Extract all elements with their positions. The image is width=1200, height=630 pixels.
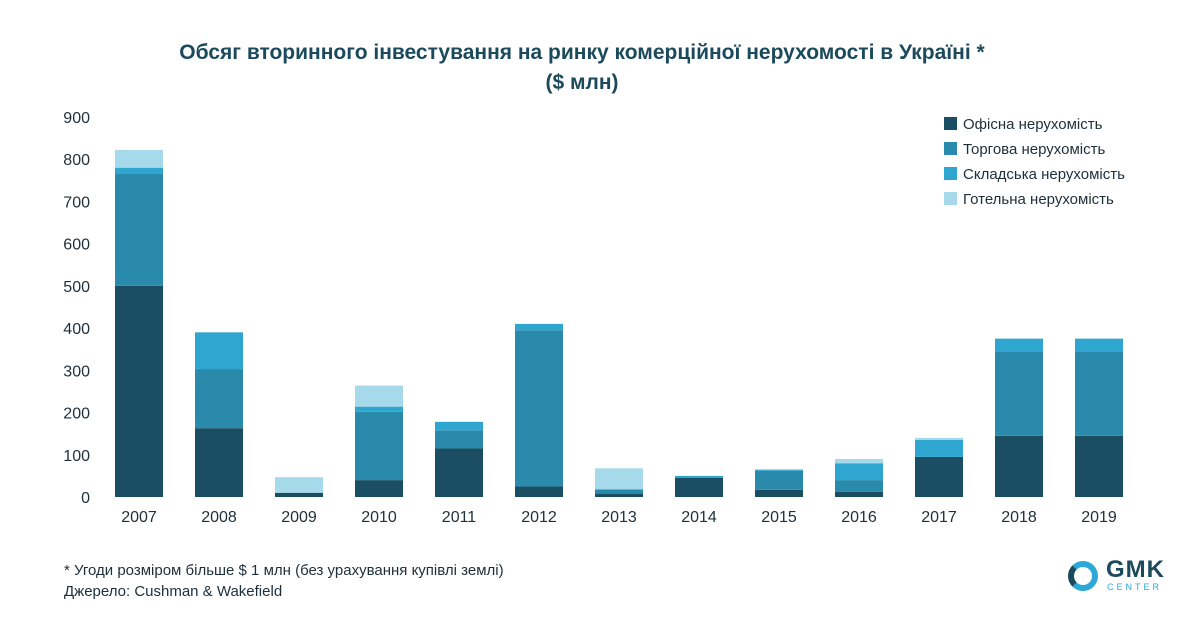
bar-segment-2012-s1 xyxy=(515,330,563,487)
bar-segment-2018-s0 xyxy=(995,435,1043,497)
bar-segment-2016-s2 xyxy=(835,463,883,481)
x-tick-label: 2016 xyxy=(841,509,877,526)
y-tick-label: 700 xyxy=(63,194,90,211)
x-tick-label: 2018 xyxy=(1001,509,1037,526)
legend-label: Офісна нерухомість xyxy=(963,116,1103,133)
bar-segment-2007-s2 xyxy=(115,167,163,174)
chart-title: Обсяг вторинного інвестування на ринку к… xyxy=(0,38,1164,98)
x-tick-label: 2009 xyxy=(281,509,317,526)
bar-segment-2016-s0 xyxy=(835,491,883,497)
x-tick-label: 2012 xyxy=(521,509,557,526)
y-tick-label: 500 xyxy=(63,279,90,296)
bar-segment-2016-s3 xyxy=(835,459,883,464)
chart-title-line2: ($ млн) xyxy=(545,71,619,94)
bar-segment-2008-s2 xyxy=(195,332,243,370)
x-tick-label: 2019 xyxy=(1081,509,1117,526)
legend-label: Готельна нерухомість xyxy=(963,191,1114,208)
y-tick-label: 0 xyxy=(81,490,90,507)
y-tick-label: 100 xyxy=(63,448,90,465)
bar-segment-2009-s3 xyxy=(275,477,323,493)
bar-segment-2007-s3 xyxy=(115,149,163,168)
bar-segment-2011-s1 xyxy=(435,430,483,449)
bar-segment-2012-s2 xyxy=(515,323,563,331)
chart-title-line1: Обсяг вторинного інвестування на ринку к… xyxy=(179,41,985,64)
bar-segment-2011-s0 xyxy=(435,448,483,497)
bar-segment-2007-s1 xyxy=(115,174,163,286)
legend-label: Складська нерухомість xyxy=(963,166,1125,183)
bar-segment-2013-s1 xyxy=(595,489,643,494)
gmk-center-logo: GMK CENTER xyxy=(1068,556,1178,596)
bar-segment-2015-s2 xyxy=(755,469,803,471)
x-tick-label: 2017 xyxy=(921,509,957,526)
bar-segment-2013-s3 xyxy=(595,468,643,490)
bar-segment-2019-s0 xyxy=(1075,435,1123,497)
x-tick-label: 2011 xyxy=(442,509,477,526)
bar-segment-2008-s0 xyxy=(195,428,243,497)
bar-segment-2017-s3 xyxy=(915,437,963,440)
stacked-bar-chart: 0 100 200 300 400 500 600 700 800 900 2007 2008 2009… xyxy=(63,110,1125,526)
legend-swatch xyxy=(944,192,957,205)
bar-segment-2010-s3 xyxy=(355,385,403,407)
x-tick-label: 2015 xyxy=(761,509,797,526)
x-tick-label: 2010 xyxy=(361,509,397,526)
bar-segment-2015-s1 xyxy=(755,470,803,490)
footnote: * Угоди розміром більше $ 1 млн (без ура… xyxy=(64,560,504,602)
legend-swatch xyxy=(944,167,957,180)
y-tick-label: 900 xyxy=(63,110,90,127)
bar-segment-2018-s1 xyxy=(995,351,1043,436)
x-tick-label: 2008 xyxy=(201,509,237,526)
bar-segment-2019-s1 xyxy=(1075,351,1123,436)
y-tick-label: 600 xyxy=(63,237,90,254)
bar-segment-2017-s2 xyxy=(915,440,963,457)
bar-segment-2011-s2 xyxy=(435,421,483,431)
bar-segment-2016-s1 xyxy=(835,480,883,492)
bar-segment-2009-s0 xyxy=(275,492,323,497)
legend-swatch xyxy=(944,142,957,155)
legend-swatch xyxy=(944,117,957,130)
y-tick-label: 200 xyxy=(63,406,90,423)
bar-segment-2014-s0 xyxy=(675,478,723,497)
footnote-source: Джерело: Cushman & Wakefield xyxy=(64,583,283,600)
bar-segment-2012-s0 xyxy=(515,486,563,497)
legend-label: Торгова нерухомість xyxy=(963,141,1105,158)
bar-segment-2018-s2 xyxy=(995,338,1043,352)
footnote-deals: * Угоди розміром більше $ 1 млн (без ура… xyxy=(64,562,504,579)
bar-segment-2008-s1 xyxy=(195,369,243,429)
bar-segment-2010-s0 xyxy=(355,480,403,497)
logo-subtext: CENTER xyxy=(1107,582,1163,592)
y-tick-label: 400 xyxy=(63,321,90,338)
bar-segment-2019-s2 xyxy=(1075,338,1123,352)
logo-text: GMK xyxy=(1106,556,1165,583)
logo-ring-icon xyxy=(1068,561,1098,591)
bar-segment-2014-s2 xyxy=(675,475,723,478)
bar-segment-2007-s0 xyxy=(115,285,163,497)
bar-segment-2010-s2 xyxy=(355,406,403,412)
x-tick-label: 2007 xyxy=(121,509,157,526)
y-tick-label: 800 xyxy=(63,152,90,169)
x-tick-label: 2014 xyxy=(681,509,717,526)
y-tick-label: 300 xyxy=(63,363,90,380)
bar-segment-2010-s1 xyxy=(355,411,403,481)
bar-segment-2013-s0 xyxy=(595,493,643,497)
bar-segment-2015-s0 xyxy=(755,489,803,497)
x-tick-label: 2013 xyxy=(601,509,637,526)
bar-segment-2017-s0 xyxy=(915,456,963,497)
